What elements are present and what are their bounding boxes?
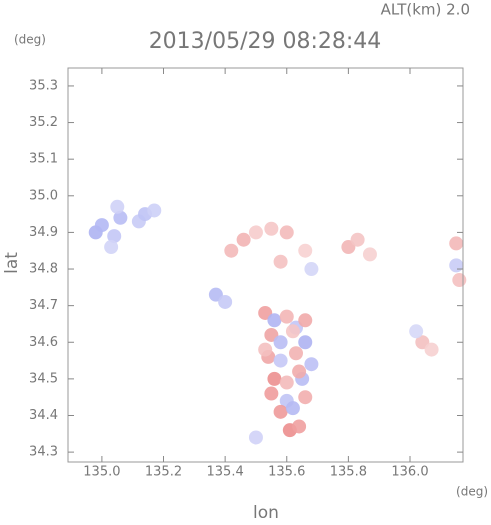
y-tick-label: 35.0 bbox=[29, 188, 58, 203]
echo-point bbox=[292, 364, 307, 379]
echo-point bbox=[350, 232, 365, 247]
y-tick-label: 35.2 bbox=[29, 115, 58, 130]
x-unit: (deg) bbox=[456, 485, 488, 499]
y-unit: (deg) bbox=[14, 33, 46, 47]
echo-point bbox=[273, 404, 288, 419]
chart-title: 2013/05/29 08:28:44 bbox=[149, 29, 382, 54]
echo-point bbox=[218, 294, 233, 309]
echo-point bbox=[264, 386, 279, 401]
echo-point bbox=[362, 247, 377, 262]
echo-point bbox=[279, 225, 294, 240]
echo-point bbox=[248, 225, 263, 240]
x-tick-label: 135.8 bbox=[330, 465, 367, 480]
echo-point bbox=[298, 335, 313, 350]
echo-point bbox=[236, 232, 251, 247]
y-tick-label: 34.7 bbox=[29, 298, 58, 313]
echo-point bbox=[147, 203, 162, 218]
echo-point bbox=[224, 243, 239, 258]
y-tick-label: 34.3 bbox=[29, 445, 58, 460]
echo-point bbox=[273, 353, 288, 368]
altitude-label: ALT(km) 2.0 bbox=[381, 1, 470, 19]
echo-point bbox=[424, 342, 439, 357]
echo-point bbox=[94, 218, 109, 233]
echo-point bbox=[304, 262, 319, 277]
y-axis-label: lat bbox=[2, 252, 22, 274]
echo-point bbox=[264, 221, 279, 236]
echo-point bbox=[449, 258, 464, 273]
echo-point bbox=[285, 324, 300, 339]
x-tick-label: 136.0 bbox=[391, 465, 428, 480]
echo-point bbox=[285, 401, 300, 416]
echo-point bbox=[298, 390, 313, 405]
echo-point bbox=[292, 419, 307, 434]
x-tick-label: 135.4 bbox=[207, 465, 244, 480]
echo-point bbox=[298, 313, 313, 328]
echo-point bbox=[273, 254, 288, 269]
echo-point bbox=[258, 342, 273, 357]
echo-point bbox=[113, 210, 128, 225]
echo-point bbox=[273, 335, 288, 350]
echo-point bbox=[267, 371, 282, 386]
echo-point bbox=[248, 430, 263, 445]
x-tick-label: 135.6 bbox=[268, 465, 305, 480]
echo-point bbox=[452, 273, 467, 288]
echo-point bbox=[409, 324, 424, 339]
plot-frame bbox=[67, 67, 464, 463]
echo-point bbox=[304, 357, 319, 372]
x-tick-label: 135.0 bbox=[83, 465, 120, 480]
y-tick-label: 34.8 bbox=[29, 262, 58, 277]
y-tick-label: 34.6 bbox=[29, 335, 58, 350]
echo-point bbox=[107, 229, 122, 244]
echo-point bbox=[267, 313, 282, 328]
y-tick-label: 34.9 bbox=[29, 225, 58, 240]
echo-point bbox=[279, 309, 294, 324]
echo-point bbox=[298, 243, 313, 258]
echo-point bbox=[104, 240, 119, 255]
echo-point bbox=[279, 375, 294, 390]
x-axis-label: lon bbox=[253, 503, 279, 521]
y-tick-label: 35.1 bbox=[29, 152, 58, 167]
echo-point bbox=[449, 236, 464, 251]
x-tick-label: 135.2 bbox=[145, 465, 182, 480]
echo-point bbox=[110, 199, 125, 214]
echo-point bbox=[289, 346, 304, 361]
y-tick-label: 35.3 bbox=[29, 78, 58, 93]
y-tick-label: 34.4 bbox=[29, 408, 58, 423]
y-tick-label: 34.5 bbox=[29, 371, 58, 386]
